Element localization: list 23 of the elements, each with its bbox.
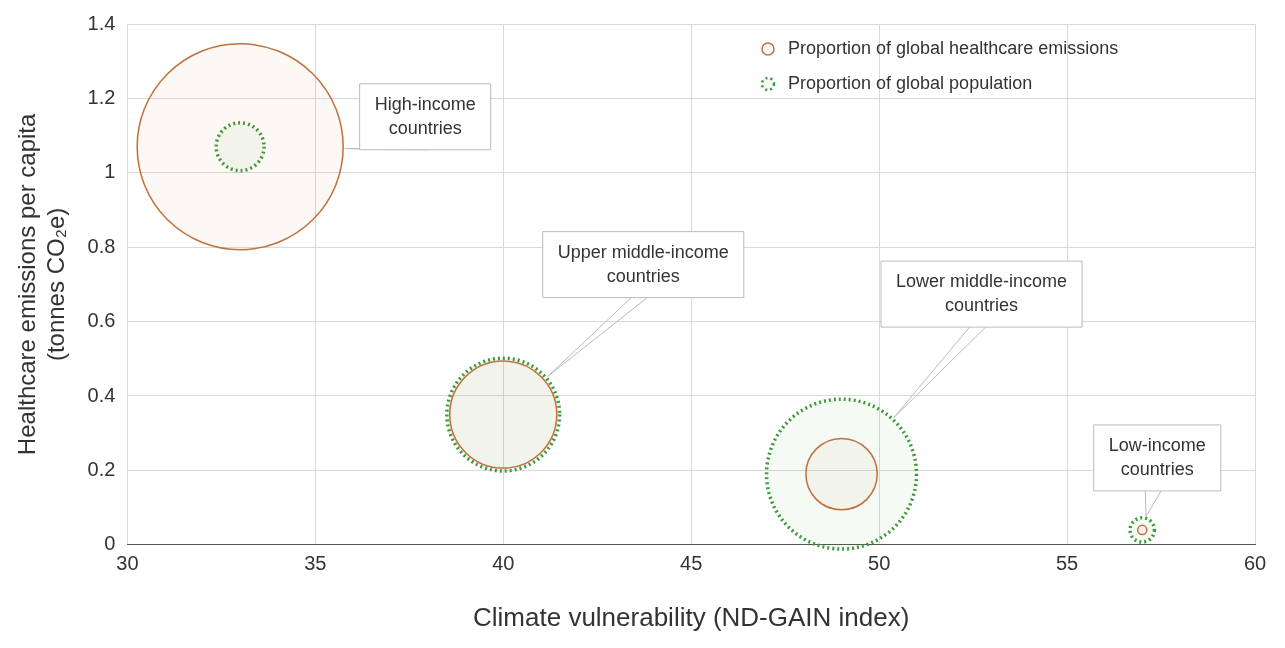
y-tick-label: 0 xyxy=(104,532,116,555)
y-tick-label: 0.6 xyxy=(87,309,116,332)
x-tick-label: 45 xyxy=(680,552,703,575)
y-tick-label: 0.8 xyxy=(87,234,116,257)
x-tick-label: 30 xyxy=(116,552,139,575)
legend-label: Proportion of global population xyxy=(788,73,1033,94)
y-axis-title: Healthcare emissions per capita (tonnes CO₂e) xyxy=(13,113,69,456)
annotation: Upper middle-income countries xyxy=(557,241,729,286)
y-tick-label: 0.4 xyxy=(87,383,116,406)
y-tick-label: 1.4 xyxy=(87,11,116,34)
x-tick-label: 55 xyxy=(1055,552,1079,575)
x-tick-label: 50 xyxy=(868,552,891,575)
annotation: Lower middle-income countries xyxy=(896,271,1068,316)
legend-label: Proportion of global healthcare emissions xyxy=(788,38,1119,59)
y-tick-label: 1.2 xyxy=(87,85,116,108)
x-tick-label: 35 xyxy=(304,552,327,575)
x-tick-label: 40 xyxy=(492,552,515,575)
y-tick-label: 0.2 xyxy=(87,457,116,480)
annotation: High-income countries xyxy=(374,93,476,138)
x-axis-title: Climate vulnerability (ND-GAIN index) xyxy=(473,601,910,632)
y-tick-label: 1 xyxy=(104,160,116,183)
x-tick-label: 60 xyxy=(1243,552,1267,575)
annotation: Low-income countries xyxy=(1108,434,1206,479)
